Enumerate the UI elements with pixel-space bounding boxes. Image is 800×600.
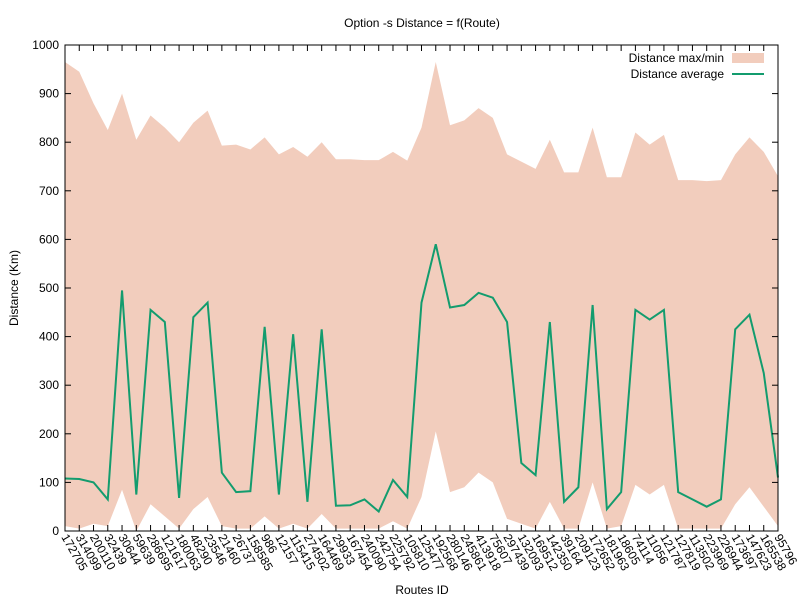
y-tick-label: 800 [39,135,59,149]
y-tick-label: 200 [39,427,59,441]
y-tick-label: 900 [39,87,59,101]
average-line [64,244,779,514]
y-tick-label: 300 [39,378,59,392]
y-tick-label: 500 [39,281,59,295]
y-tick-label: 1000 [32,38,59,52]
y-axis-label: Distance (Km) [7,250,21,326]
y-tick-label: 100 [39,475,59,489]
x-axis-label: Routes ID [395,583,449,597]
chart-title: Option -s Distance = f(Route) [344,16,500,30]
range-area [65,62,778,531]
legend-swatch [732,53,764,63]
y-tick-label: 400 [39,330,59,344]
y-tick-label: 600 [39,232,59,246]
legend: Distance max/min Distance average [629,51,764,81]
y-tick-label: 700 [39,184,59,198]
legend-label: Distance average [631,67,725,81]
y-tick-label: 0 [52,524,59,538]
legend-label: Distance max/min [629,51,724,65]
